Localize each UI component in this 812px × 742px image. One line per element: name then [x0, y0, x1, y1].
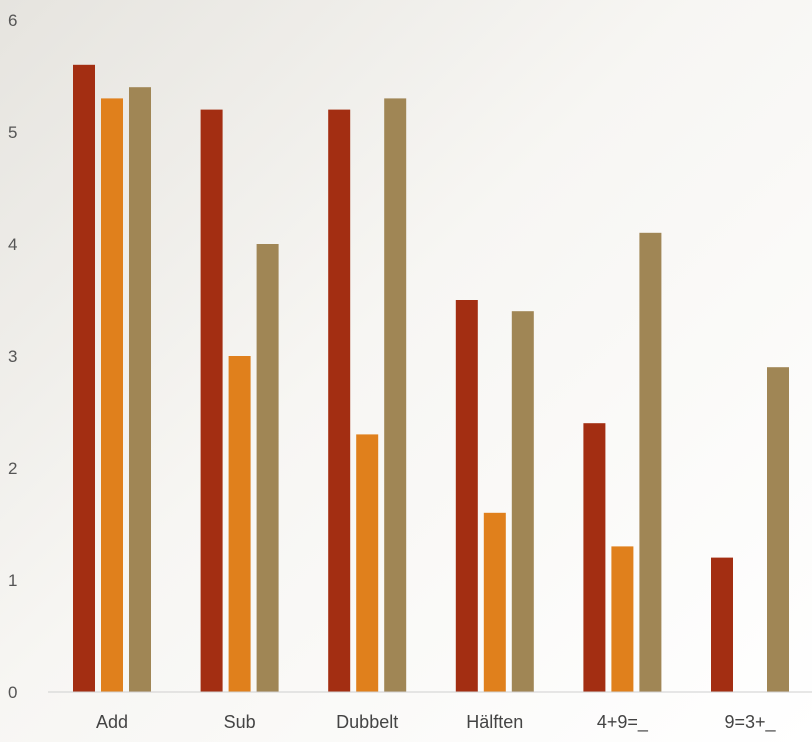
y-tick-label: 5: [8, 123, 17, 142]
bar-series-1-3: [455, 300, 478, 692]
x-category-label: Dubbelt: [336, 712, 398, 732]
bar-series-1-4: [583, 423, 606, 692]
bar-series-1-1: [200, 109, 223, 693]
y-tick-label: 6: [8, 11, 17, 30]
bar-series-3-5: [767, 367, 789, 692]
bar-series-2-1: [228, 356, 251, 692]
y-tick-label: 0: [8, 683, 17, 702]
x-category-label: Hälften: [466, 712, 523, 732]
x-axis: Add Sub Dubbelt Hälften 4+9=_ 9=3+_: [96, 712, 777, 733]
bar-series-2-4: [611, 546, 634, 692]
bar-series-3-1: [256, 244, 279, 692]
bar-series-2-2: [356, 434, 379, 692]
bar-series-1-0: [73, 64, 95, 693]
y-axis: 0 1 2 3 4 5 6: [8, 11, 17, 702]
y-tick-label: 4: [8, 235, 17, 254]
bars: [73, 64, 789, 693]
x-category-label: 4+9=_: [597, 712, 649, 733]
bar-series-3-0: [129, 87, 151, 692]
y-tick-label: 1: [8, 571, 17, 590]
x-category-label: Add: [96, 712, 128, 732]
bar-series-1-5: [711, 557, 733, 692]
x-category-label: Sub: [224, 712, 256, 732]
x-category-label: 9=3+_: [724, 712, 776, 733]
bar-series-3-2: [384, 98, 407, 692]
bar-series-1-2: [328, 109, 351, 693]
bar-series-2-3: [483, 512, 506, 692]
bar-series-3-3: [511, 311, 534, 692]
bar-series-3-4: [639, 232, 662, 693]
y-tick-label: 2: [8, 459, 17, 478]
bar-series-2-0: [101, 98, 123, 692]
y-tick-label: 3: [8, 347, 17, 366]
